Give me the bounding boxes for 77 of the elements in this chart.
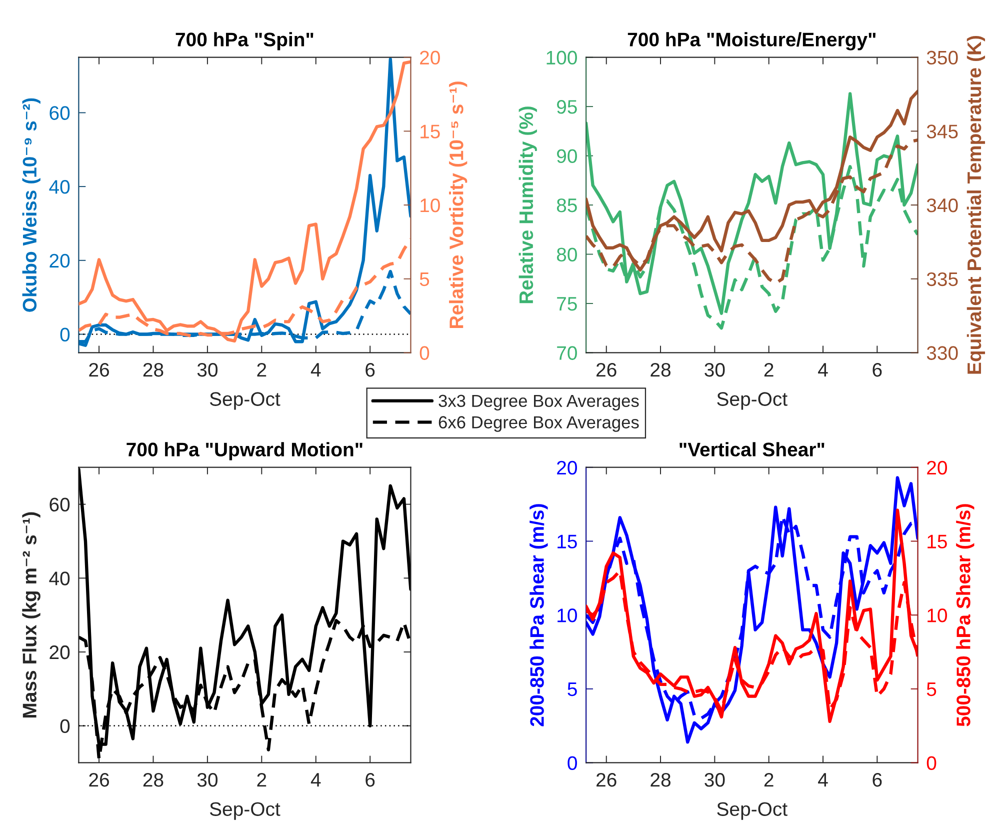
y-tick-label: 0 <box>60 719 70 734</box>
x-tick-label: 4 <box>818 363 828 377</box>
y2-tick-label: 20 <box>420 50 440 65</box>
chart-title: 700 hPa "Spin" <box>176 32 314 50</box>
y-tick-label: 20 <box>557 460 577 475</box>
x-tick-label: 28 <box>650 362 670 377</box>
y-tick-label: 40 <box>49 180 70 194</box>
y2-tick-label: 15 <box>420 124 440 138</box>
y-axis-title: Okubo Weiss (10⁻⁹ s⁻²) <box>22 98 40 312</box>
y-axis-title: 200-850 hPa Shear (m/s) <box>530 504 548 726</box>
x-tick-label: 2 <box>764 772 774 787</box>
y-tick-label: 0 <box>568 756 577 770</box>
y-axis-title: Mass Flux (kg m⁻² s⁻¹) <box>22 512 40 718</box>
x-tick-label: 26 <box>596 772 616 787</box>
y-tick-label: 0 <box>60 328 70 342</box>
y-tick-label: 60 <box>50 106 70 120</box>
y-tick-label: 90 <box>557 149 577 164</box>
y-tick-label: 40 <box>49 572 70 586</box>
x-tick-label: 4 <box>818 773 828 787</box>
x-tick-label: 6 <box>872 362 882 377</box>
x-tick-label: 4 <box>310 363 321 377</box>
y2-tick-label: 340 <box>926 198 958 212</box>
y2-tick-label: 15 <box>928 534 947 548</box>
y2-axis-title: Equivalent Potential Temperature (K) <box>966 36 986 374</box>
x-tick-label: 2 <box>764 362 774 377</box>
x-tick-label: 26 <box>596 362 616 377</box>
x-tick-label: 2 <box>257 362 266 377</box>
chart-title: 700 hPa "Moisture/Energy" <box>628 32 876 50</box>
y-tick-label: 100 <box>546 50 577 65</box>
y-tick-label: 10 <box>558 608 577 622</box>
y2-tick-label: 5 <box>420 272 430 286</box>
y2-tick-label: 335 <box>926 272 958 286</box>
x-tick-label: 30 <box>197 362 218 377</box>
y-axis-title: Relative Humidity (%) <box>518 106 537 304</box>
y-tick-label: 95 <box>557 100 577 114</box>
x-tick-label: 28 <box>143 362 164 377</box>
x-axis-title: Sep-Oct <box>210 392 280 410</box>
x-tick-label: 4 <box>310 773 321 787</box>
y2-tick-label: 0 <box>926 756 936 770</box>
x-tick-label: 30 <box>704 362 725 377</box>
y2-tick-label: 0 <box>420 346 430 360</box>
x-tick-label: 30 <box>197 772 218 787</box>
y-tick-label: 60 <box>50 498 70 512</box>
x-tick-label: 6 <box>366 362 375 377</box>
y-tick-label: 5 <box>568 682 577 696</box>
x-tick-label: 6 <box>872 772 882 787</box>
y2-tick-label: 330 <box>926 346 958 360</box>
x-tick-label: 30 <box>704 772 725 787</box>
y-tick-label: 80 <box>556 248 577 262</box>
x-tick-label: 28 <box>143 772 164 787</box>
chart-title: "Vertical Shear" <box>680 442 824 456</box>
x-axis-title: Sep-Oct <box>717 392 788 410</box>
y-tick-label: 20 <box>50 254 70 268</box>
y-tick-label: 20 <box>50 645 70 660</box>
y-tick-label: 75 <box>557 297 577 311</box>
x-axis-title: Sep-Oct <box>717 802 788 820</box>
x-tick-label: 28 <box>650 772 670 787</box>
x-tick-label: 6 <box>366 772 375 787</box>
x-tick-label: 26 <box>89 362 109 377</box>
x-tick-label: 26 <box>89 772 109 787</box>
chart-title: 700 hPa "Upward Motion" <box>126 442 362 460</box>
y2-tick-label: 350 <box>926 50 958 65</box>
y2-tick-label: 10 <box>928 608 947 622</box>
line-series <box>586 476 918 744</box>
y-tick-label: 70 <box>557 346 577 360</box>
y2-tick-label: 5 <box>926 682 936 696</box>
legend-label: 6x6 Degree Box Averages <box>438 416 639 432</box>
y2-tick-label: 345 <box>926 124 958 138</box>
y-tick-label: 85 <box>556 198 577 212</box>
x-tick-label: 2 <box>257 772 266 787</box>
legend-label: 3x3 Degree Box Averages <box>438 394 639 410</box>
y2-tick-label: 20 <box>927 460 947 475</box>
x-axis-title: Sep-Oct <box>210 802 280 820</box>
y2-tick-label: 10 <box>420 198 440 212</box>
y-tick-label: 15 <box>558 534 577 548</box>
y2-axis-title: Relative Vorticity (10⁻⁵ s⁻¹) <box>449 82 468 328</box>
y2-axis-title: 500-850 hPa Shear (m/s) <box>956 504 974 726</box>
